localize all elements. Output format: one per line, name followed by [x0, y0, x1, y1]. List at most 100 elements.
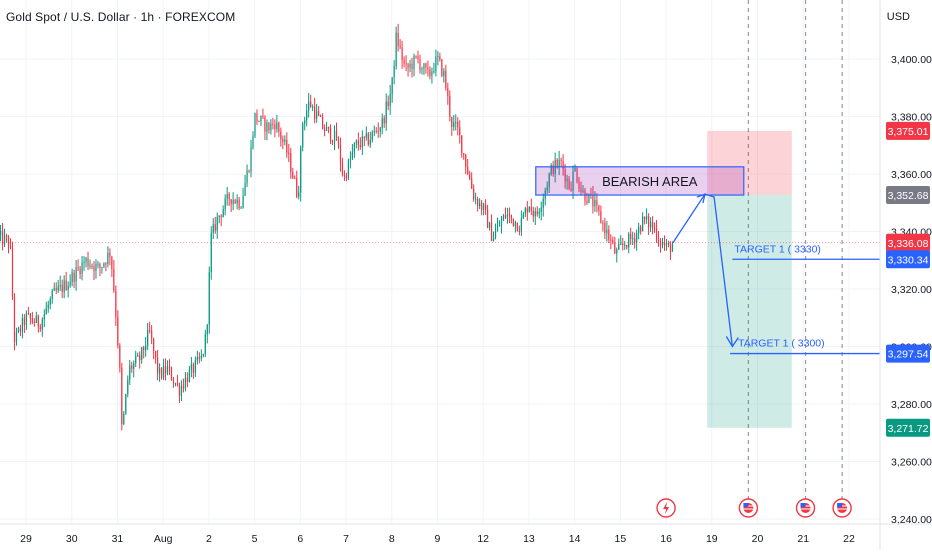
candle-body — [427, 67, 429, 70]
candle-body — [9, 246, 12, 249]
candle-body — [510, 214, 513, 219]
candle-body — [172, 380, 175, 384]
candle-body — [168, 366, 171, 368]
candle-body — [564, 169, 566, 182]
candle-body — [657, 239, 660, 242]
candle-body — [441, 59, 443, 76]
candle-body — [284, 139, 286, 142]
candle-body — [139, 355, 141, 360]
candle-body — [494, 230, 497, 238]
candle-body — [206, 324, 208, 335]
y-tick-label: 3,320.00 — [891, 284, 932, 296]
candle-body — [240, 207, 242, 209]
candle-body — [590, 193, 592, 196]
us-flag-icon[interactable] — [738, 498, 759, 518]
candle-body — [137, 355, 139, 357]
price-badge-label: 3,336.08 — [888, 238, 929, 250]
currency-label[interactable]: USD — [886, 11, 910, 23]
candle-body — [321, 116, 324, 129]
candle-body — [300, 147, 302, 193]
candle-body — [234, 200, 236, 204]
candle-body — [105, 263, 107, 265]
candle-body — [244, 183, 246, 196]
price-badge — [886, 344, 930, 363]
candle-body — [381, 118, 383, 128]
candle-body — [164, 366, 167, 374]
candle-body — [248, 170, 250, 172]
candle-body — [238, 199, 240, 208]
candle-body — [147, 330, 149, 346]
candle-body — [230, 199, 232, 205]
candle-body — [49, 299, 51, 305]
candle-body — [453, 122, 455, 127]
candle-body — [194, 360, 196, 373]
candle-body — [11, 248, 14, 297]
candle-body — [97, 263, 99, 265]
candle-body — [188, 369, 191, 383]
x-tick-label: 14 — [569, 533, 581, 545]
candle-body — [45, 308, 47, 315]
price-badge-label: 3,271.72 — [888, 423, 929, 435]
candle-body — [616, 249, 618, 254]
candle-body — [202, 354, 204, 356]
candle-body — [389, 94, 391, 106]
candle-body — [425, 63, 427, 68]
candle-body — [252, 135, 254, 148]
candle-body — [329, 127, 332, 141]
x-tick-label: 21 — [797, 533, 809, 545]
candle-body — [449, 96, 451, 117]
x-tick-label: 5 — [252, 533, 258, 545]
candle-body — [83, 262, 85, 264]
candle-body — [178, 384, 181, 396]
us-flag-icon[interactable] — [795, 498, 816, 518]
candle-body — [546, 186, 548, 191]
candle-body — [270, 123, 272, 131]
candle-body — [216, 217, 218, 231]
candle-body — [256, 112, 258, 122]
us-flag-icon[interactable] — [832, 498, 852, 518]
candle-body — [490, 222, 493, 242]
candle-body — [288, 152, 290, 154]
candle-body — [93, 266, 95, 272]
target-label: TARGET 1 ( 3330) — [734, 243, 821, 255]
candle-body — [514, 222, 517, 226]
x-tick-label: 13 — [523, 533, 535, 545]
candle-body — [162, 366, 165, 378]
candle-body — [316, 111, 318, 119]
candle-body — [73, 272, 75, 282]
price-badge-label: 3,352.68 — [888, 190, 929, 202]
candle-body — [31, 318, 33, 322]
candle-body — [276, 122, 278, 130]
candle-body — [236, 199, 238, 204]
candle-body — [109, 252, 111, 257]
y-tick-label: 3,280.00 — [891, 399, 932, 411]
candle-body — [480, 202, 483, 210]
candle-body — [103, 263, 105, 267]
candle-body — [121, 367, 123, 424]
candle-body — [119, 345, 121, 368]
target-label: TARGET 1 ( 3300) — [738, 338, 825, 350]
candle-body — [638, 226, 640, 234]
candle-body — [626, 245, 628, 248]
candle-body — [643, 216, 646, 220]
x-tick-label: 9 — [435, 533, 441, 545]
candle-body — [634, 238, 636, 243]
stop-loss-zone — [707, 130, 792, 196]
candle-body — [91, 265, 93, 267]
lightning-icon[interactable] — [656, 498, 676, 518]
candle-body — [224, 198, 226, 210]
candle-body — [373, 130, 375, 133]
candle-body — [280, 131, 282, 140]
candle-body — [397, 32, 399, 46]
candle-body — [75, 267, 77, 282]
candle-body — [182, 386, 185, 389]
candle-body — [57, 286, 59, 291]
candle-body — [608, 229, 610, 240]
candle-body — [572, 171, 574, 191]
candle-body — [431, 71, 433, 76]
x-tick-label: 19 — [706, 533, 718, 545]
candle-body — [143, 347, 145, 351]
candle-body — [383, 118, 385, 124]
